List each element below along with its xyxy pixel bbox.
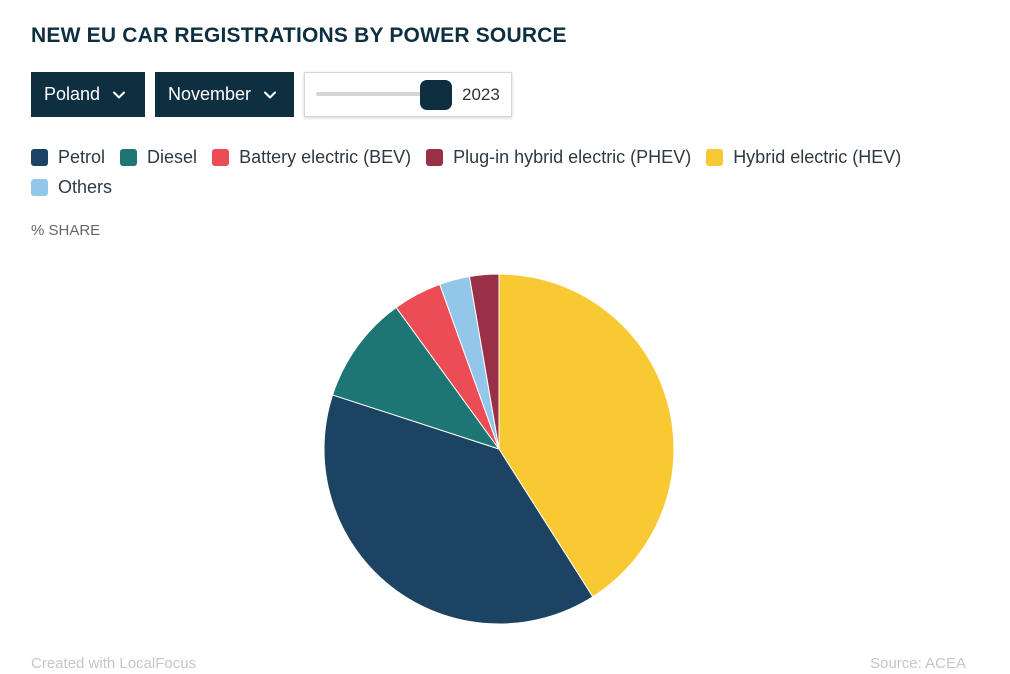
legend-item-hev[interactable]: Hybrid electric (HEV) (706, 146, 901, 168)
legend-swatch (426, 148, 444, 166)
legend-swatch (31, 148, 48, 166)
country-dropdown-label: Poland (44, 84, 101, 104)
legend-item-phev[interactable]: Plug-in hybrid electric (PHEV) (426, 146, 691, 168)
chevron-down-icon (113, 91, 126, 98)
legend-swatch (120, 148, 138, 166)
legend-label: Others (58, 176, 113, 197)
year-slider-value: 2023 (462, 85, 500, 104)
pie-chart (323, 273, 675, 625)
year-slider: 2023 (304, 72, 512, 117)
credit-text[interactable]: Created with LocalFocus (31, 655, 197, 672)
legend-item-others[interactable]: Others (31, 176, 112, 198)
legend-label: Battery electric (BEV) (239, 146, 412, 167)
legend-swatch (706, 148, 724, 166)
month-dropdown-label: November (168, 84, 252, 104)
legend-label: Hybrid electric (HEV) (733, 146, 902, 167)
legend-item-petrol[interactable]: Petrol (31, 146, 105, 168)
pie-slice-diesel[interactable] (331, 306, 501, 450)
legend-swatch (212, 148, 230, 166)
chevron-down-icon (264, 91, 277, 98)
legend-item-diesel[interactable]: Diesel (120, 146, 197, 168)
pie-slice-hybrid-electric-hev[interactable] (498, 273, 675, 598)
country-dropdown[interactable]: Poland (31, 72, 145, 117)
month-dropdown[interactable]: November (155, 72, 294, 117)
year-slider-handle[interactable] (420, 80, 452, 110)
pie-slice-plug-in-hybrid-electric-phev[interactable] (468, 273, 500, 450)
chart-legend: Petrol Diesel Battery electric (BEV) Plu… (31, 146, 981, 198)
legend-label: Plug-in hybrid electric (PHEV) (453, 146, 692, 167)
legend-label: Diesel (147, 146, 198, 167)
chart-title: NEW EU CAR REGISTRATIONS BY POWER SOURCE (31, 24, 567, 47)
pie-chart-container (318, 268, 680, 630)
source-text: Source: ACEA (870, 655, 966, 672)
year-slider-track[interactable] (316, 92, 428, 96)
filter-controls: Poland November 2023 (31, 72, 512, 117)
legend-item-bev[interactable]: Battery electric (BEV) (212, 146, 411, 168)
axis-label-share: % SHARE (31, 222, 101, 239)
legend-label: Petrol (58, 146, 106, 167)
legend-swatch (31, 178, 48, 196)
pie-slice-petrol[interactable] (323, 394, 594, 625)
